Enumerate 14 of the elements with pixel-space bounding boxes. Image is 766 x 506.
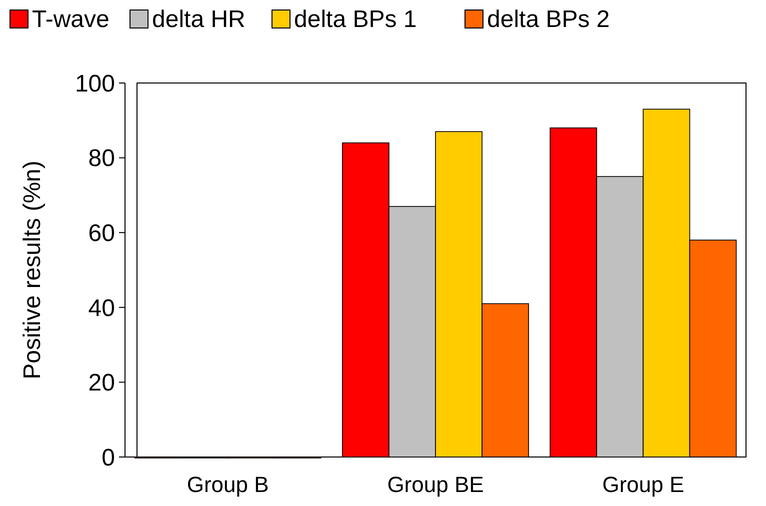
- legend-label: delta BPs 2: [487, 6, 610, 33]
- legend-label: delta HR: [152, 6, 246, 33]
- x-tick-label: Group B: [186, 472, 269, 497]
- y-tick-label: 20: [88, 370, 115, 397]
- y-tick-label: 40: [88, 294, 115, 322]
- legend-label: T-wave: [32, 6, 110, 33]
- y-axis-title: Positive results (%n): [19, 160, 46, 380]
- x-tick-label: Group E: [602, 472, 684, 497]
- x-tick-label: Group BE: [387, 472, 484, 497]
- y-tick-label: 100: [74, 70, 115, 98]
- y-tick-label: 60: [88, 220, 115, 247]
- legend-label: delta BPs 1: [294, 6, 417, 33]
- y-tick-label: 0: [102, 444, 115, 472]
- y-tick-label: 80: [88, 145, 115, 172]
